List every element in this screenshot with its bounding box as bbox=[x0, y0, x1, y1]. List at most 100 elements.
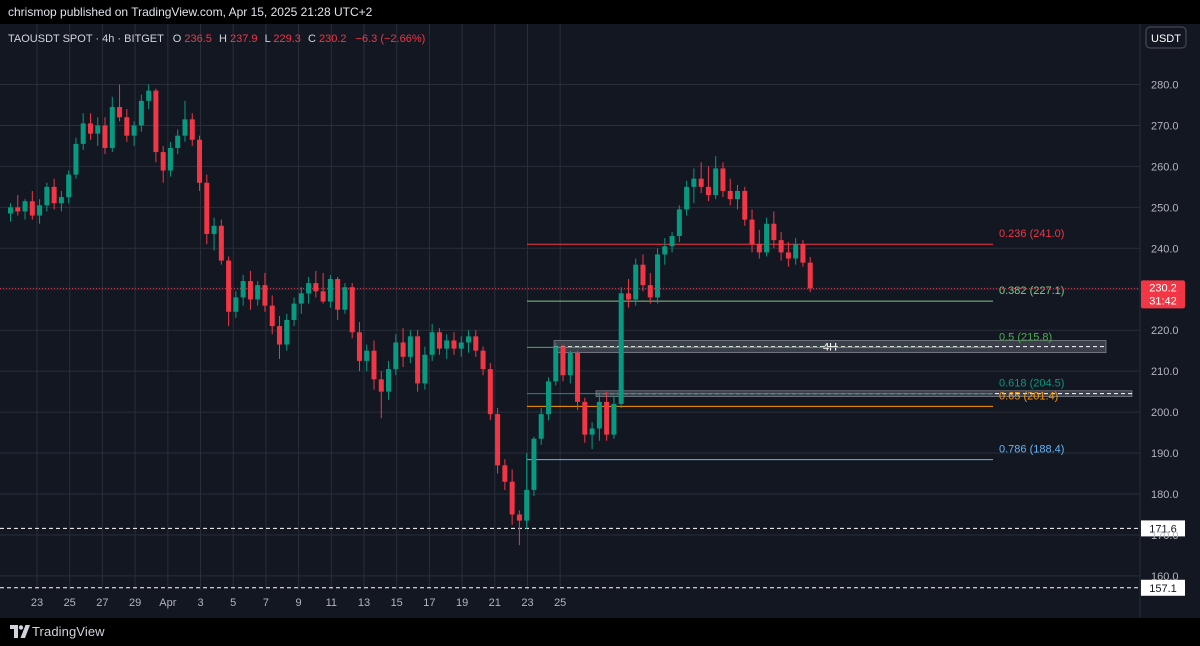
candle bbox=[386, 360, 392, 400]
candle bbox=[669, 231, 675, 253]
candle bbox=[262, 272, 268, 312]
candle bbox=[676, 205, 682, 243]
candle bbox=[160, 145, 166, 183]
candle bbox=[596, 393, 602, 441]
candle bbox=[545, 377, 551, 421]
change-value: −6.3 (−2.66%) bbox=[356, 33, 426, 45]
price-tick-label: 240.0 bbox=[1151, 243, 1179, 255]
candle bbox=[255, 281, 261, 306]
time-tick-label: 27 bbox=[96, 597, 108, 609]
symbol-name: TAOUSDT SPOT · 4h · BITGET bbox=[8, 33, 164, 45]
candle bbox=[247, 270, 253, 310]
candle bbox=[131, 121, 137, 146]
candle bbox=[567, 350, 573, 384]
time-tick-label: 21 bbox=[489, 597, 501, 609]
last-price-tag: 230.2 31:42 bbox=[1141, 280, 1185, 309]
price-tick-label: 220.0 bbox=[1151, 325, 1179, 337]
candle bbox=[276, 315, 282, 359]
candle bbox=[37, 199, 43, 224]
close-value: 230.2 bbox=[319, 33, 347, 45]
chart-background bbox=[0, 24, 1200, 618]
time-tick-label: 15 bbox=[391, 597, 403, 609]
candle bbox=[575, 350, 581, 411]
close-label: C bbox=[308, 33, 316, 45]
candle bbox=[226, 256, 232, 327]
candle bbox=[698, 162, 704, 194]
high-label: H bbox=[219, 33, 227, 45]
candle bbox=[378, 371, 384, 419]
time-tick-label: 23 bbox=[521, 597, 533, 609]
candle bbox=[458, 336, 464, 357]
candle bbox=[87, 113, 93, 140]
fib-level-label: 0.65 (201.4) bbox=[999, 390, 1058, 402]
candle bbox=[538, 408, 544, 445]
candle bbox=[516, 510, 522, 546]
candle bbox=[531, 436, 537, 497]
fib-level-label: 0.5 (215.8) bbox=[999, 331, 1052, 343]
candle bbox=[742, 186, 748, 226]
price-tick-label: 160.0 bbox=[1151, 571, 1179, 583]
time-tick-label: 5 bbox=[230, 597, 236, 609]
open-label: O bbox=[173, 33, 182, 45]
candle bbox=[349, 283, 355, 339]
fib-level-label: 0.236 (241.0) bbox=[999, 228, 1064, 240]
level-price-label: 171.6 bbox=[1149, 523, 1177, 535]
level-price-tag bbox=[1141, 579, 1185, 596]
currency-button[interactable]: USDT bbox=[1145, 26, 1187, 49]
footer: TradingView bbox=[0, 618, 1200, 646]
candle bbox=[189, 113, 195, 146]
candle bbox=[364, 344, 370, 372]
candle bbox=[727, 178, 733, 206]
candle bbox=[342, 283, 348, 314]
symbol-legend[interactable]: TAOUSDT SPOT · 4h · BITGET O 236.5 H 237… bbox=[8, 33, 425, 45]
candle bbox=[240, 274, 246, 306]
candle bbox=[560, 344, 566, 382]
candle bbox=[51, 178, 57, 210]
price-tick-label: 210.0 bbox=[1151, 366, 1179, 378]
price-tick-label: 200.0 bbox=[1151, 407, 1179, 419]
time-axis[interactable]: 23 25 27 29 Apr 3 5 7 9 11 13 15 17 19 21 23 25 bbox=[31, 597, 566, 609]
level-price-label: 157.1 bbox=[1149, 583, 1177, 595]
candle bbox=[306, 276, 312, 304]
price-tick-label: 270.0 bbox=[1151, 120, 1179, 132]
candle bbox=[15, 195, 21, 216]
candle bbox=[713, 156, 719, 200]
candle bbox=[204, 174, 210, 245]
candle bbox=[684, 180, 690, 216]
time-tick-label: 19 bbox=[456, 597, 468, 609]
time-tick-label: 13 bbox=[358, 597, 370, 609]
candle bbox=[153, 88, 159, 163]
bar-countdown: 31:42 bbox=[1149, 295, 1177, 307]
candle bbox=[487, 362, 493, 421]
candle bbox=[720, 162, 726, 198]
tradingview-brand: TradingView bbox=[32, 624, 105, 639]
candle bbox=[662, 238, 668, 265]
candle bbox=[778, 231, 784, 261]
time-tick-label: 17 bbox=[423, 597, 435, 609]
candle bbox=[393, 334, 399, 376]
candle bbox=[146, 84, 152, 110]
candle bbox=[407, 330, 413, 363]
candle bbox=[553, 342, 559, 386]
candle bbox=[175, 129, 181, 155]
candle bbox=[422, 346, 428, 390]
candle bbox=[44, 182, 50, 212]
candle bbox=[233, 291, 239, 318]
candle bbox=[167, 141, 173, 177]
candle bbox=[58, 190, 64, 212]
candle bbox=[415, 330, 421, 392]
candle bbox=[197, 135, 203, 191]
candle bbox=[502, 459, 508, 490]
horizontal-levels[interactable]: 171.6 157.1 bbox=[0, 520, 1185, 596]
chart-area[interactable]: 4H 0.236 (241.0)0.382 (227.1)0.5 (215.8)… bbox=[0, 24, 1200, 618]
candle bbox=[124, 109, 130, 142]
time-tick-label: 23 bbox=[31, 597, 43, 609]
candle bbox=[269, 295, 275, 335]
candle bbox=[466, 330, 472, 353]
candle bbox=[764, 217, 770, 257]
publish-header: chrismop published on TradingView.com, A… bbox=[0, 0, 1200, 24]
candles-layer bbox=[8, 84, 813, 546]
price-tick-label: 180.0 bbox=[1151, 489, 1179, 501]
candle bbox=[495, 408, 501, 474]
candle bbox=[785, 242, 791, 267]
